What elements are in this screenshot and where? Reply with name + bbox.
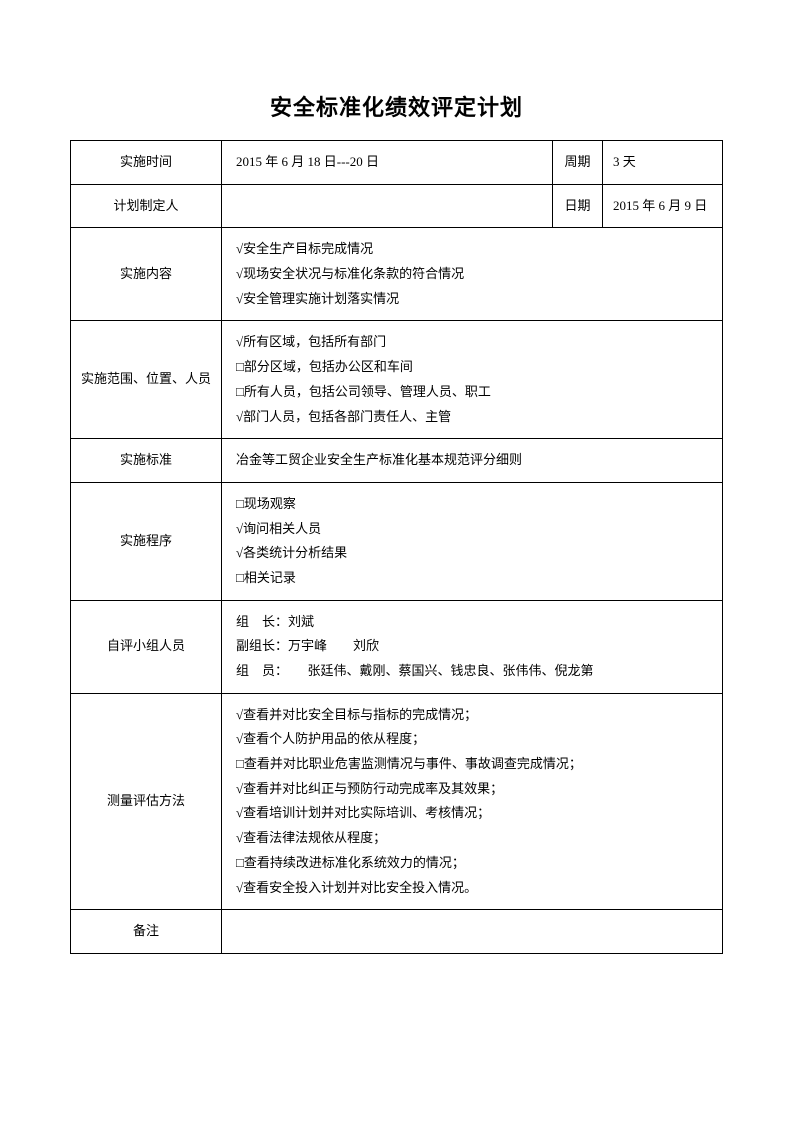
content-item: √现场安全状况与标准化条款的符合情况 [236, 262, 712, 287]
method-item: √查看法律法规依从程度； [236, 826, 712, 851]
header-row-1: 实施时间 2015 年 6 月 18 日---20 日 周期 3 天 [71, 141, 723, 185]
method-row: 测量评估方法 √查看并对比安全目标与指标的完成情况； √查看个人防护用品的依从程… [71, 693, 723, 910]
method-item: √查看并对比纠正与预防行动完成率及其效果； [236, 777, 712, 802]
method-label: 测量评估方法 [71, 693, 222, 910]
scope-label: 实施范围、位置、人员 [71, 321, 222, 439]
content-label: 实施内容 [71, 228, 222, 321]
team-item: 组 员： 张廷伟、戴刚、蔡国兴、钱忠良、张伟伟、倪龙第 [236, 659, 712, 684]
method-items: √查看并对比安全目标与指标的完成情况； √查看个人防护用品的依从程度； □查看并… [222, 693, 723, 910]
date-label: 日期 [553, 184, 603, 228]
procedure-items: □现场观察 √询问相关人员 √各类统计分析结果 □相关记录 [222, 482, 723, 600]
team-items: 组 长：刘斌 副组长：万宇峰 刘欣 组 员： 张廷伟、戴刚、蔡国兴、钱忠良、张伟… [222, 600, 723, 693]
planner-label: 计划制定人 [71, 184, 222, 228]
team-row: 自评小组人员 组 长：刘斌 副组长：万宇峰 刘欣 组 员： 张廷伟、戴刚、蔡国兴… [71, 600, 723, 693]
procedure-row: 实施程序 □现场观察 √询问相关人员 √各类统计分析结果 □相关记录 [71, 482, 723, 600]
remark-text [222, 910, 723, 954]
content-item: √安全管理实施计划落实情况 [236, 287, 712, 312]
plan-table: 实施时间 2015 年 6 月 18 日---20 日 周期 3 天 计划制定人… [70, 140, 723, 954]
team-item: 组 长：刘斌 [236, 610, 712, 635]
standard-text: 冶金等工贸企业安全生产标准化基本规范评分细则 [222, 439, 723, 483]
cycle-label: 周期 [553, 141, 603, 185]
scope-item: √所有区域，包括所有部门 [236, 330, 712, 355]
content-row: 实施内容 √安全生产目标完成情况 √现场安全状况与标准化条款的符合情况 √安全管… [71, 228, 723, 321]
standard-label: 实施标准 [71, 439, 222, 483]
planner-value [222, 184, 553, 228]
team-label: 自评小组人员 [71, 600, 222, 693]
standard-row: 实施标准 冶金等工贸企业安全生产标准化基本规范评分细则 [71, 439, 723, 483]
method-item: √查看安全投入计划并对比安全投入情况。 [236, 876, 712, 901]
scope-row: 实施范围、位置、人员 √所有区域，包括所有部门 □部分区域，包括办公区和车间 □… [71, 321, 723, 439]
content-item: √安全生产目标完成情况 [236, 237, 712, 262]
page-title: 安全标准化绩效评定计划 [70, 90, 723, 122]
remark-row: 备注 [71, 910, 723, 954]
date-value: 2015 年 6 月 9 日 [603, 184, 723, 228]
procedure-item: √各类统计分析结果 [236, 541, 712, 566]
impl-time-value: 2015 年 6 月 18 日---20 日 [222, 141, 553, 185]
scope-item: □所有人员，包括公司领导、管理人员、职工 [236, 380, 712, 405]
procedure-item: √询问相关人员 [236, 517, 712, 542]
header-row-2: 计划制定人 日期 2015 年 6 月 9 日 [71, 184, 723, 228]
cycle-value: 3 天 [603, 141, 723, 185]
scope-item: √部门人员，包括各部门责任人、主管 [236, 405, 712, 430]
procedure-item: □现场观察 [236, 492, 712, 517]
scope-item: □部分区域，包括办公区和车间 [236, 355, 712, 380]
method-item: □查看持续改进标准化系统效力的情况； [236, 851, 712, 876]
procedure-label: 实施程序 [71, 482, 222, 600]
scope-items: √所有区域，包括所有部门 □部分区域，包括办公区和车间 □所有人员，包括公司领导… [222, 321, 723, 439]
content-items: √安全生产目标完成情况 √现场安全状况与标准化条款的符合情况 √安全管理实施计划… [222, 228, 723, 321]
method-item: √查看并对比安全目标与指标的完成情况； [236, 703, 712, 728]
method-item: √查看个人防护用品的依从程度； [236, 727, 712, 752]
procedure-item: □相关记录 [236, 566, 712, 591]
team-item: 副组长：万宇峰 刘欣 [236, 634, 712, 659]
method-item: □查看并对比职业危害监测情况与事件、事故调查完成情况； [236, 752, 712, 777]
remark-label: 备注 [71, 910, 222, 954]
impl-time-label: 实施时间 [71, 141, 222, 185]
method-item: √查看培训计划并对比实际培训、考核情况； [236, 801, 712, 826]
